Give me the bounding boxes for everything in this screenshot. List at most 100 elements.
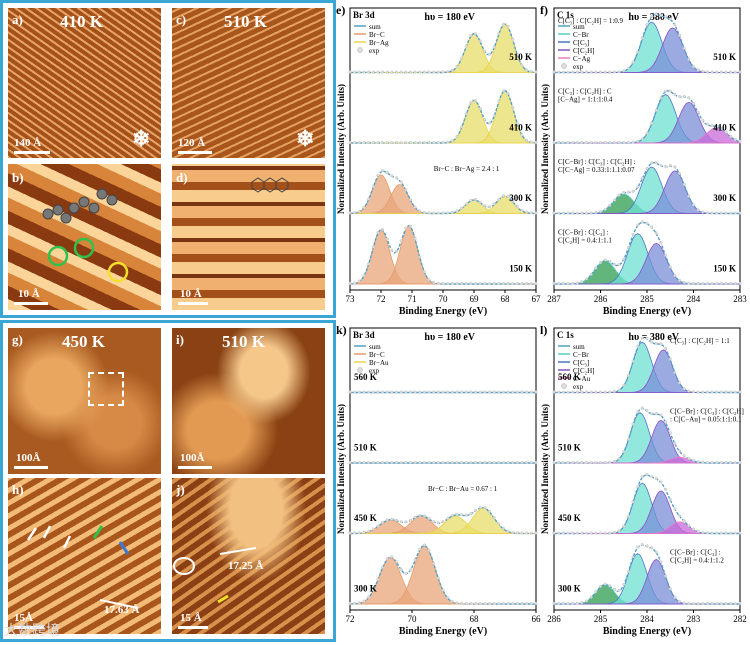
- exp-point: [464, 44, 468, 48]
- legend-marker: [357, 47, 363, 53]
- legend-entry: sum: [573, 343, 585, 351]
- exp-point: [487, 602, 491, 606]
- exp-point: [626, 190, 630, 194]
- exp-point: [636, 410, 640, 414]
- exp-point: [404, 390, 408, 394]
- exp-point: [594, 390, 598, 394]
- legend-entry: Br−C: [369, 31, 385, 39]
- legend-entry: C−Au: [573, 375, 591, 383]
- exp-point: [691, 458, 695, 462]
- exp-point: [418, 209, 422, 213]
- exp-point: [367, 460, 371, 464]
- exp-point: [357, 460, 361, 464]
- exp-point: [705, 390, 709, 394]
- exp-point: [413, 515, 417, 519]
- sum-line: [349, 544, 536, 605]
- stm-image-g: g) 450 K 100Å: [8, 328, 161, 474]
- exp-point: [399, 239, 403, 243]
- exp-point: [506, 390, 510, 394]
- exp-point: [390, 555, 394, 559]
- exp-point: [687, 523, 691, 527]
- exp-point: [677, 278, 681, 282]
- exp-point: [585, 211, 589, 215]
- exp-point: [487, 52, 491, 56]
- exp-point: [450, 68, 454, 72]
- temp-label: 510 K: [713, 52, 736, 62]
- panel-label-f: f): [540, 3, 548, 17]
- exp-point: [441, 460, 445, 464]
- exp-point: [357, 601, 361, 605]
- x-tick-label: 73: [346, 294, 356, 304]
- exp-point: [636, 139, 640, 143]
- exp-point: [418, 390, 422, 394]
- exp-point: [719, 211, 723, 215]
- exp-point: [687, 96, 691, 100]
- exp-point: [501, 194, 505, 198]
- exp-point: [682, 182, 686, 186]
- exp-point: [645, 409, 649, 413]
- legend-entry: exp: [369, 47, 380, 55]
- exp-point: [455, 64, 459, 68]
- exp-point: [469, 390, 473, 394]
- exp-point: [566, 531, 570, 535]
- exp-point: [492, 460, 496, 464]
- exp-point: [612, 198, 616, 202]
- exp-point: [701, 69, 705, 73]
- exp-point: [682, 281, 686, 285]
- x-tick-label: 66: [532, 614, 542, 624]
- exp-point: [594, 210, 598, 214]
- exp-point: [729, 531, 733, 535]
- exp-point: [404, 70, 408, 74]
- exp-point: [395, 249, 399, 253]
- exp-point: [534, 460, 538, 464]
- exp-point: [469, 100, 473, 104]
- exp-point: [478, 602, 482, 606]
- exp-point: [446, 70, 450, 74]
- marker-green: [47, 245, 69, 267]
- exp-point: [478, 107, 482, 111]
- exp-point: [450, 282, 454, 286]
- exp-point: [450, 390, 454, 394]
- exp-point: [501, 526, 505, 530]
- molecule-model: [42, 188, 118, 224]
- exp-point: [654, 108, 658, 112]
- panel-label-l: l): [540, 323, 547, 337]
- temp-label: 150 K: [509, 263, 532, 273]
- exp-point: [525, 282, 529, 286]
- exp-point: [617, 193, 621, 197]
- exp-point: [464, 390, 468, 394]
- exp-point: [571, 281, 575, 285]
- snowflake-icon: ❄: [132, 126, 151, 151]
- legend-entry: sum: [573, 23, 585, 31]
- exp-point: [682, 519, 686, 523]
- exp-point: [710, 211, 714, 215]
- exp-point: [399, 180, 403, 184]
- exp-point: [492, 202, 496, 206]
- exp-point: [506, 529, 510, 533]
- exp-point: [561, 282, 565, 286]
- ratio-annotation: C[C₂H] = 0.4:1:1.1: [558, 237, 612, 245]
- exp-point: [608, 584, 612, 588]
- panel-label-d: d): [176, 170, 188, 185]
- exp-point: [724, 211, 728, 215]
- exp-point: [385, 70, 389, 74]
- exp-point: [408, 198, 412, 202]
- x-tick-label: 68: [470, 614, 480, 624]
- exp-point: [631, 189, 635, 193]
- exp-point: [511, 105, 515, 109]
- legend-entry: Br−Au: [369, 359, 389, 367]
- exp-point: [677, 171, 681, 175]
- exp-point: [701, 210, 705, 214]
- panel-label-h: h): [12, 482, 24, 497]
- exp-point: [348, 211, 352, 215]
- exp-point: [404, 226, 408, 230]
- exp-point: [441, 140, 445, 144]
- stm-overlay-j: [173, 547, 257, 604]
- exp-point: [497, 522, 501, 526]
- exp-point: [659, 480, 663, 484]
- x-tick-label: 285: [594, 614, 608, 624]
- exp-point: [696, 110, 700, 114]
- exp-point: [357, 70, 361, 74]
- exp-point: [464, 513, 468, 517]
- marker-yellow: [107, 261, 129, 283]
